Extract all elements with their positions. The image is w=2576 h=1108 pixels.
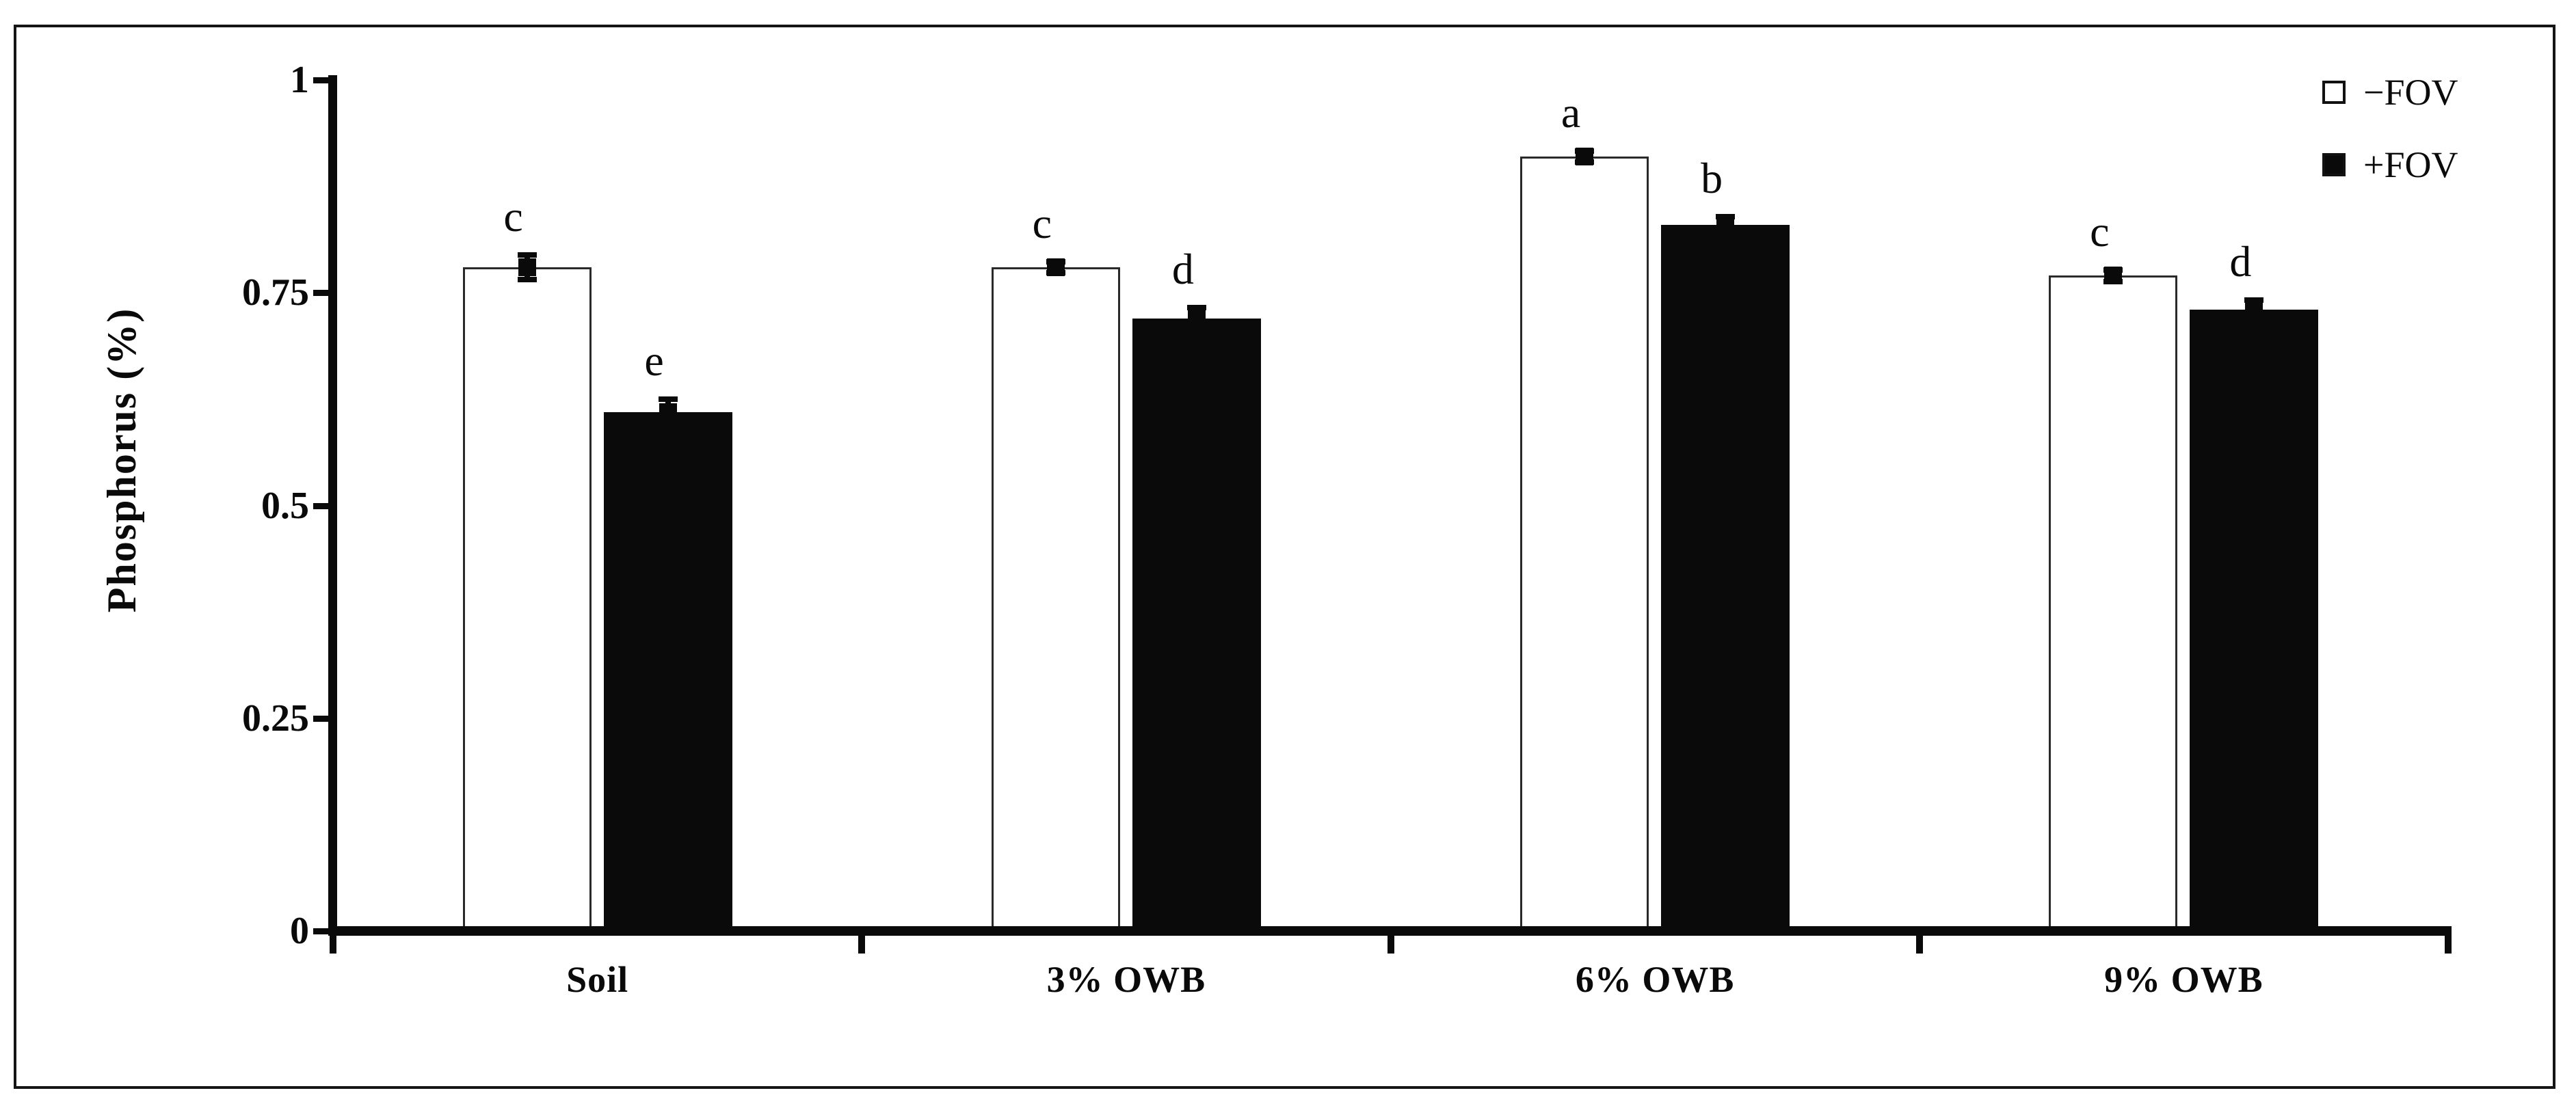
y-tick-label: 0.25 xyxy=(242,697,309,740)
bar-+FOV-9% OWB xyxy=(2190,310,2319,936)
bar-−FOV-Soil xyxy=(462,267,592,936)
y-axis-tick xyxy=(313,715,334,722)
error-bar-marker xyxy=(1046,258,1065,276)
x-category-label: 6% OWB xyxy=(1575,959,1735,1000)
y-tick-label: 0.75 xyxy=(242,271,309,314)
x-category-label: 9% OWB xyxy=(2104,959,2263,1000)
x-axis-tick xyxy=(1387,926,1394,954)
y-axis-title: Phosphorus (%) xyxy=(99,307,144,613)
legend-swatch-+FOV xyxy=(2322,153,2346,176)
significance-letter: e xyxy=(644,336,664,386)
x-axis-tick xyxy=(2445,926,2452,954)
error-bar-cap-top xyxy=(658,396,678,403)
error-bar-marker xyxy=(659,403,677,421)
significance-letter: c xyxy=(2090,207,2110,256)
y-tick-label: 0.5 xyxy=(261,484,309,527)
error-bar-cap-top xyxy=(517,252,537,258)
error-bar-marker xyxy=(518,258,536,276)
y-axis-tick xyxy=(313,928,334,934)
bar-−FOV-6% OWB xyxy=(1520,157,1649,936)
legend-label-+FOV: +FOV xyxy=(2363,144,2458,185)
bar-−FOV-9% OWB xyxy=(2049,275,2178,936)
significance-letter: d xyxy=(2229,237,2252,286)
significance-letter: c xyxy=(503,191,523,241)
x-axis-tick xyxy=(1915,926,1923,954)
legend-swatch-−FOV xyxy=(2322,81,2346,104)
y-tick-label: 0 xyxy=(290,910,309,952)
error-bar-cap-top xyxy=(2244,297,2264,303)
x-category-label: 3% OWB xyxy=(1046,959,1206,1000)
legend-label-−FOV: −FOV xyxy=(2363,72,2458,113)
error-bar-marker xyxy=(1576,148,1594,166)
error-bar-cap-bottom xyxy=(1186,326,1206,332)
y-axis-tick xyxy=(313,77,334,83)
bar-+FOV-6% OWB xyxy=(1661,224,1790,936)
error-bar-marker xyxy=(1716,215,1735,234)
y-axis-tick xyxy=(313,502,334,509)
bar-−FOV-3% OWB xyxy=(991,267,1120,936)
significance-letter: d xyxy=(1171,244,1194,293)
y-axis-tick xyxy=(313,290,334,297)
error-bar-cap-bottom xyxy=(658,421,678,427)
error-bar-cap-bottom xyxy=(517,277,537,283)
significance-letter: c xyxy=(1032,198,1052,247)
y-axis-line xyxy=(328,75,337,936)
y-tick-label: 1 xyxy=(290,59,309,101)
bar-+FOV-Soil xyxy=(603,411,732,936)
x-axis-tick xyxy=(858,926,866,954)
bar-+FOV-3% OWB xyxy=(1132,318,1261,936)
x-category-label: Soil xyxy=(566,959,629,1000)
significance-letter: a xyxy=(1561,87,1581,137)
error-bar-marker xyxy=(2104,267,2123,285)
error-bar-marker xyxy=(1187,309,1206,327)
error-bar-cap-bottom xyxy=(2244,316,2264,323)
x-axis-line xyxy=(328,926,2448,936)
significance-letter: b xyxy=(1701,153,1723,202)
error-bar-marker xyxy=(2245,301,2263,319)
error-bar-cap-top xyxy=(1186,304,1206,310)
x-axis-tick xyxy=(330,926,336,954)
